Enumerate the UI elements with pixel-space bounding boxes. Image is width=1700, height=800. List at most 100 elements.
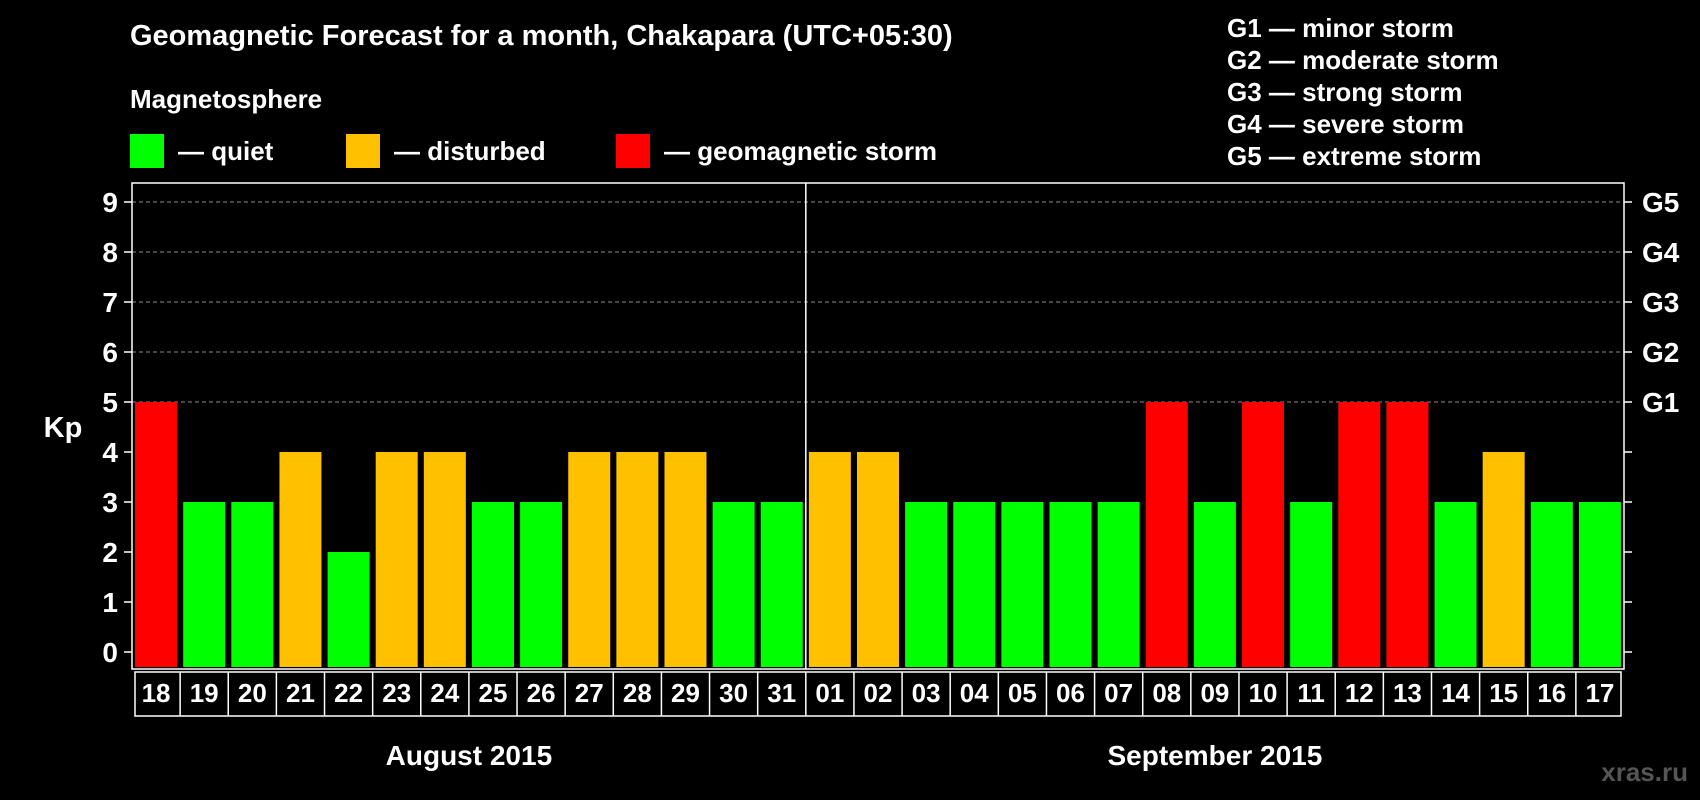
- bar-02: [857, 452, 899, 667]
- bar-12: [1338, 402, 1381, 667]
- x-tick-label-01: 01: [815, 678, 844, 708]
- x-tick-label-05: 05: [1008, 678, 1037, 708]
- y-tick-label-3: 3: [102, 487, 118, 518]
- x-tick-label-06: 06: [1056, 678, 1085, 708]
- x-tick-label-16: 16: [1537, 678, 1566, 708]
- plot-frame: [131, 182, 1625, 670]
- bar-30: [712, 502, 755, 667]
- x-tick-label-10: 10: [1249, 678, 1278, 708]
- g-level-label-g1: G1: [1642, 387, 1679, 418]
- x-tick-label-29: 29: [671, 678, 700, 708]
- bar-19: [183, 502, 226, 667]
- bar-16: [1530, 502, 1573, 667]
- storm-level-g4: G4 — severe storm: [1227, 109, 1465, 139]
- storm-level-legend: G1 — minor storm G2 — moderate storm G3 …: [1227, 12, 1499, 172]
- quiet-swatch: [130, 134, 164, 168]
- bar-11: [1290, 502, 1333, 667]
- x-tick-label-20: 20: [238, 678, 267, 708]
- x-tick-label-23: 23: [382, 678, 411, 708]
- storm-level-g1: G1 — minor storm: [1227, 13, 1454, 43]
- bar-14: [1434, 502, 1477, 667]
- x-tick-label-14: 14: [1441, 678, 1470, 708]
- legend-label-disturbed: — disturbed: [394, 135, 546, 166]
- g-level-label-g4: G4: [1642, 237, 1680, 268]
- x-tick-label-04: 04: [960, 678, 989, 708]
- x-tick-label-03: 03: [912, 678, 941, 708]
- legend-item-disturbed: — disturbed: [346, 134, 546, 168]
- x-tick-label-30: 30: [719, 678, 748, 708]
- storm-level-g5: G5 — extreme storm: [1227, 141, 1482, 171]
- g-level-label-g5: G5: [1642, 187, 1679, 218]
- x-tick-label-19: 19: [190, 678, 219, 708]
- bar-27: [568, 452, 611, 667]
- bar-03: [905, 502, 948, 667]
- bar-04: [953, 502, 996, 667]
- x-tick-label-15: 15: [1489, 678, 1518, 708]
- bar-13: [1386, 402, 1429, 667]
- x-tick-label-31: 31: [767, 678, 796, 708]
- bar-25: [471, 502, 514, 667]
- bar-17: [1578, 502, 1621, 667]
- bar-10: [1242, 402, 1285, 667]
- month-label: September 2015: [1108, 740, 1323, 771]
- x-tick-label-09: 09: [1200, 678, 1229, 708]
- x-tick-label-22: 22: [334, 678, 363, 708]
- month-label: August 2015: [386, 740, 553, 771]
- x-tick-label-02: 02: [864, 678, 893, 708]
- bar-29: [664, 452, 707, 667]
- bar-05: [1001, 502, 1044, 667]
- x-tick-label-11: 11: [1297, 678, 1325, 708]
- bar-01: [808, 452, 851, 667]
- x-tick-label-08: 08: [1152, 678, 1181, 708]
- bar-09: [1193, 502, 1236, 667]
- storm-swatch: [616, 134, 650, 168]
- bar-23: [375, 452, 418, 667]
- disturbed-swatch: [346, 134, 380, 168]
- legend-label-storm: — geomagnetic storm: [664, 135, 938, 166]
- bar-31: [760, 502, 803, 667]
- y-tick-label-9: 9: [102, 187, 118, 218]
- bar-07: [1097, 502, 1140, 667]
- bar-24: [423, 452, 466, 667]
- x-tick-label-07: 07: [1104, 678, 1133, 708]
- x-tick-label-12: 12: [1345, 678, 1374, 708]
- legend-item-quiet: — quiet: [130, 134, 273, 168]
- x-tick-label-24: 24: [430, 678, 459, 708]
- g-level-label-g2: G2: [1642, 337, 1679, 368]
- y-tick-label-1: 1: [102, 587, 118, 618]
- y-tick-label-4: 4: [102, 437, 118, 468]
- x-tick-label-25: 25: [479, 678, 508, 708]
- bar-18: [135, 402, 178, 667]
- x-tick-label-13: 13: [1393, 678, 1422, 708]
- date-strip: [134, 671, 1622, 717]
- storm-level-g3: G3 — strong storm: [1227, 77, 1463, 107]
- y-tick-label-6: 6: [102, 337, 118, 368]
- y-tick-label-8: 8: [102, 237, 118, 268]
- x-tick-label-28: 28: [623, 678, 652, 708]
- y-tick-label-5: 5: [102, 387, 118, 418]
- bar-26: [520, 502, 563, 667]
- magnetosphere-legend-title: Magnetosphere: [130, 84, 323, 114]
- bar-08: [1145, 402, 1188, 667]
- g-level-label-g3: G3: [1642, 287, 1679, 318]
- x-tick-label-26: 26: [527, 678, 556, 708]
- y-tick-label-0: 0: [102, 637, 118, 668]
- x-tick-label-18: 18: [142, 678, 171, 708]
- bar-15: [1482, 452, 1525, 667]
- legend-item-storm: — geomagnetic storm: [616, 134, 937, 168]
- y-axis-label: Kp: [44, 412, 83, 444]
- bar-28: [616, 452, 659, 667]
- bar-20: [231, 502, 274, 667]
- y-tick-label-2: 2: [102, 537, 118, 568]
- legend-label-quiet: — quiet: [178, 135, 274, 166]
- x-tick-label-21: 21: [286, 678, 315, 708]
- bar-22: [327, 552, 370, 667]
- bar-06: [1049, 502, 1092, 667]
- bar-21: [279, 452, 322, 667]
- chart-title: Geomagnetic Forecast for a month, Chakap…: [130, 20, 953, 52]
- x-tick-label-17: 17: [1585, 678, 1614, 708]
- watermark: xras.ru: [1601, 757, 1688, 787]
- storm-level-g2: G2 — moderate storm: [1227, 45, 1499, 75]
- x-tick-label-27: 27: [575, 678, 604, 708]
